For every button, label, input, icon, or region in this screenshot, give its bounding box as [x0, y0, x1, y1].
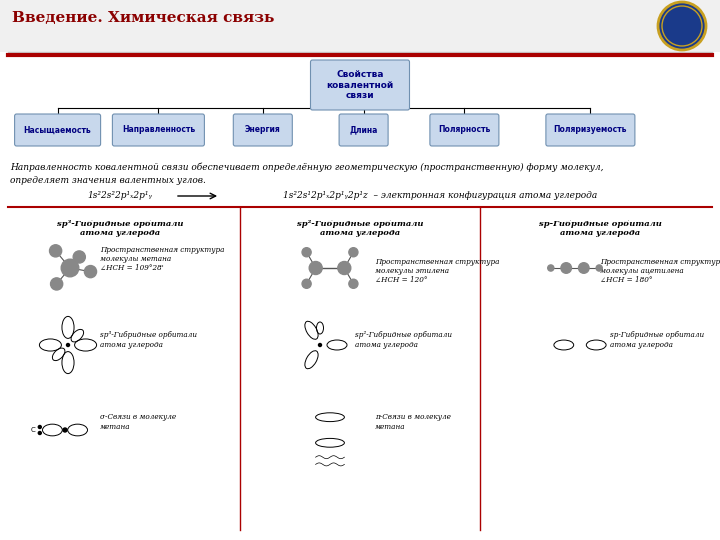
Text: sp-Гибридные орбитали
атома углерода: sp-Гибридные орбитали атома углерода — [539, 220, 662, 237]
FancyBboxPatch shape — [233, 114, 292, 146]
Circle shape — [349, 248, 358, 257]
Text: Энергия: Энергия — [245, 125, 281, 134]
Text: Введение. Химическая связь: Введение. Химическая связь — [12, 11, 274, 25]
Text: Пространственная структура
молекулы ацетилена
∠НСН = 180°: Пространственная структура молекулы ацет… — [600, 258, 720, 285]
Text: Направленность: Направленность — [122, 125, 195, 134]
Text: π-Связи в молекуле
метана: π-Связи в молекуле метана — [375, 414, 451, 430]
Circle shape — [579, 263, 589, 273]
Circle shape — [548, 265, 554, 271]
FancyBboxPatch shape — [112, 114, 204, 146]
Circle shape — [658, 2, 706, 50]
Text: Свойства
ковалентной
связи: Свойства ковалентной связи — [326, 70, 394, 100]
Text: sp³-Гибридные орбитали
атома углерода: sp³-Гибридные орбитали атома углерода — [100, 332, 197, 349]
Circle shape — [73, 251, 86, 263]
Circle shape — [349, 279, 358, 288]
Circle shape — [50, 245, 62, 257]
Circle shape — [338, 261, 351, 274]
Circle shape — [302, 248, 311, 257]
Circle shape — [66, 343, 70, 347]
Text: sp²-Гибридные орбитали
атома углерода: sp²-Гибридные орбитали атома углерода — [355, 332, 452, 349]
Text: Длина: Длина — [349, 125, 378, 134]
FancyBboxPatch shape — [430, 114, 499, 146]
Text: sp³-Гибридные орбитали
атома углерода: sp³-Гибридные орбитали атома углерода — [57, 220, 184, 237]
Text: sp-Гибридные орбитали
атома углерода: sp-Гибридные орбитали атома углерода — [610, 332, 704, 349]
FancyBboxPatch shape — [339, 114, 388, 146]
Text: C: C — [30, 427, 35, 433]
Bar — [0, 0, 720, 52]
Circle shape — [309, 261, 323, 274]
Text: Полярность: Полярность — [438, 125, 490, 134]
Circle shape — [561, 263, 572, 273]
Circle shape — [318, 343, 322, 347]
Circle shape — [61, 259, 78, 277]
Circle shape — [302, 279, 311, 288]
Text: 1s²2s²2p¹ₓ2p¹ᵧ: 1s²2s²2p¹ₓ2p¹ᵧ — [88, 192, 153, 200]
FancyBboxPatch shape — [310, 60, 410, 110]
Text: Пространственная структура
молекулы метана
∠НСН = 109°28': Пространственная структура молекулы мета… — [100, 246, 225, 272]
Circle shape — [596, 265, 603, 271]
FancyBboxPatch shape — [546, 114, 635, 146]
Text: Насыщаемость: Насыщаемость — [24, 125, 91, 134]
Circle shape — [63, 428, 67, 432]
Circle shape — [50, 278, 63, 290]
Circle shape — [38, 431, 41, 435]
Text: 1s²2s¹2p¹ₓ2p¹ᵧ2p¹z  – электронная конфигурация атома углерода: 1s²2s¹2p¹ₓ2p¹ᵧ2p¹z – электронная конфигу… — [283, 192, 597, 200]
Text: Пространственная структура
молекулы этилена
∠НСН = 120°: Пространственная структура молекулы этил… — [375, 258, 500, 285]
Circle shape — [84, 266, 96, 278]
Text: sp²-Гибридные орбитали
атома углерода: sp²-Гибридные орбитали атома углерода — [297, 220, 423, 237]
FancyBboxPatch shape — [14, 114, 101, 146]
Circle shape — [38, 426, 41, 429]
Text: определяет значения валентных углов.: определяет значения валентных углов. — [10, 176, 206, 185]
Text: Поляризуемость: Поляризуемость — [554, 125, 627, 134]
Text: σ-Связи в молекуле
метана: σ-Связи в молекуле метана — [100, 414, 176, 430]
Text: Направленность ковалентной связи обеспечивает определённую геометрическую (прост: Направленность ковалентной связи обеспеч… — [10, 163, 603, 172]
Circle shape — [662, 6, 702, 46]
